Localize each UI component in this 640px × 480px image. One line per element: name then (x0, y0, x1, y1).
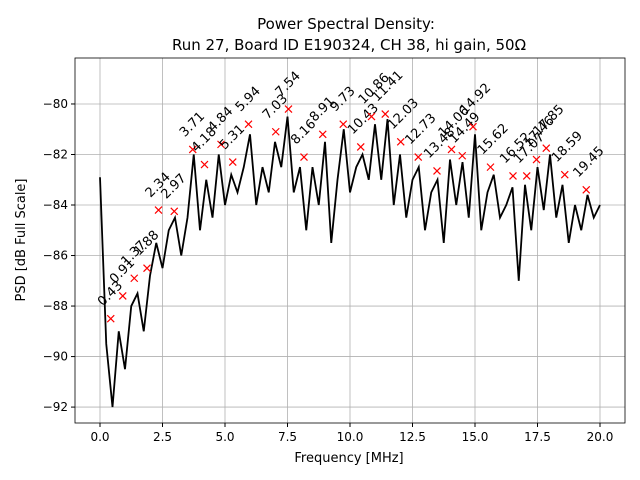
peak-marker (170, 207, 179, 216)
peak-label: 19.45 (570, 144, 607, 181)
peak-marker (106, 314, 115, 323)
y-tick-label: −84 (43, 198, 68, 212)
peak-marker (300, 153, 308, 161)
y-axis-label: PSD [dB Full Scale] (14, 178, 29, 301)
peak-marker (228, 158, 237, 166)
peak-marker (217, 140, 225, 149)
peak-marker (532, 155, 541, 164)
x-tick-label: 10.0 (337, 430, 364, 444)
y-tick-label: −82 (43, 147, 68, 161)
peak-marker (339, 120, 348, 129)
peak-marker (458, 151, 467, 160)
peak-marker (244, 120, 253, 129)
x-axis-label: Frequency [MHz] (294, 451, 403, 466)
peak-label: 17.85 (530, 102, 567, 139)
peak-marker (582, 185, 591, 194)
y-tick-label: −80 (43, 97, 68, 111)
peak-label: 14.92 (457, 81, 494, 118)
peak-marker (284, 105, 293, 113)
peak-marker (486, 163, 495, 172)
peak-marker (469, 122, 477, 131)
x-tick-label: 12.5 (399, 430, 426, 444)
peak-label: 7.54 (273, 69, 304, 100)
peak-label: 9.73 (327, 84, 358, 115)
peak-marker (318, 130, 327, 139)
peak-marker (381, 110, 390, 119)
peak-marker (542, 144, 551, 153)
x-tick-label: 7.5 (278, 430, 297, 444)
chart-title: Power Spectral Density: (257, 15, 435, 33)
y-tick-label: −92 (43, 400, 68, 414)
chart-subtitle: Run 27, Board ID E190324, CH 38, hi gain… (172, 36, 526, 54)
y-tick-label: −90 (43, 350, 68, 364)
peak-marker (130, 274, 139, 283)
peak-marker (154, 206, 163, 214)
x-tick-label: 15.0 (462, 430, 489, 444)
plot-frame (74, 57, 626, 424)
peak-marker (560, 170, 569, 179)
peak-marker (271, 127, 280, 136)
peak-marker (509, 172, 517, 180)
x-tick-label: 5.0 (215, 430, 234, 444)
peak-label: 5.94 (233, 84, 264, 115)
peak-label: 1.88 (131, 228, 162, 259)
x-tick-label: 0.0 (90, 430, 109, 444)
peak-marker (188, 145, 197, 154)
y-tick-label: −86 (43, 249, 68, 263)
x-tick-label: 2.5 (153, 430, 172, 444)
peak-marker (522, 172, 531, 180)
peak-marker (118, 292, 127, 300)
x-tick-label: 20.0 (587, 430, 614, 444)
peak-marker (414, 153, 423, 161)
peak-marker (367, 112, 376, 121)
y-tick-label: −88 (43, 299, 68, 313)
peak-marker (356, 142, 365, 151)
peak-marker (447, 145, 456, 154)
x-tick-label: 17.5 (524, 430, 551, 444)
peak-marker (433, 166, 441, 175)
peak-marker (200, 160, 209, 169)
peak-marker (143, 264, 151, 273)
peak-marker (396, 137, 405, 146)
psd-line (99, 116, 601, 408)
